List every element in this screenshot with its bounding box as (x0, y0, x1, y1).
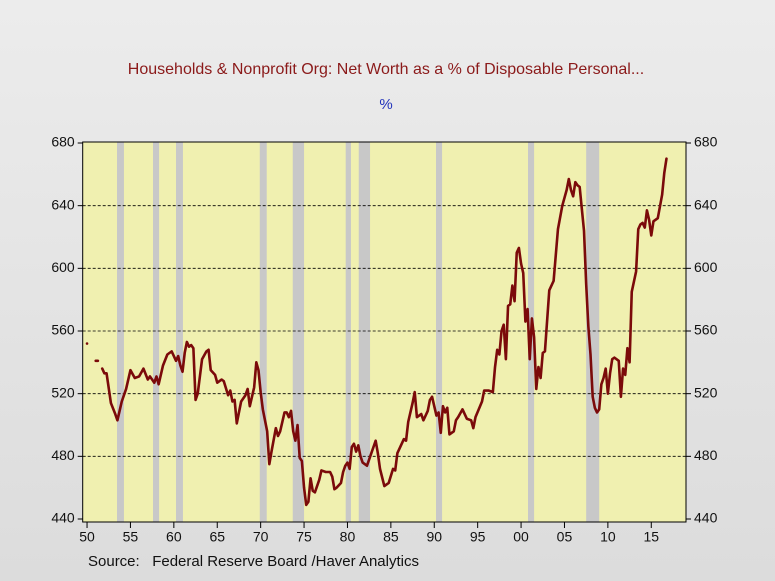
recession-band (116, 142, 124, 522)
y2-tick-label: 640 (694, 196, 718, 212)
x-tick-label: 65 (209, 529, 225, 545)
x-tick-label: 85 (383, 529, 399, 545)
y-tick-label: 640 (51, 196, 75, 212)
data-line (85, 157, 668, 507)
x-tick-label: 75 (296, 529, 312, 545)
x-tick-label: 80 (340, 529, 356, 545)
x-tick-label: 00 (513, 529, 529, 545)
y-tick-label: 600 (51, 259, 75, 275)
recession-band (292, 142, 305, 522)
recession-band (358, 142, 371, 522)
x-tick-label: 10 (600, 529, 616, 545)
recession-band (435, 142, 443, 522)
y2-tick-label: 560 (694, 322, 718, 338)
x-tick-label: 70 (253, 529, 269, 545)
y-tick-label: 440 (51, 510, 75, 526)
y2-tick-label: 480 (694, 447, 718, 463)
recession-band (259, 142, 267, 522)
chart-title: Households & Nonprofit Org: Net Worth as… (128, 61, 644, 78)
x-tick-label: 60 (166, 529, 182, 545)
chart-subtitle: % (379, 96, 392, 113)
y2-tick-label: 440 (694, 510, 718, 526)
y2-tick-label: 600 (694, 259, 718, 275)
recession-band (586, 142, 600, 522)
x-tick-label: 55 (123, 529, 139, 545)
x-tick-label: 05 (557, 529, 573, 545)
source-note: Source: Federal Reserve Board /Haver Ana… (88, 553, 419, 570)
y2-tick-label: 680 (694, 134, 718, 150)
x-tick-label: 95 (470, 529, 486, 545)
plot-frame (82, 141, 687, 523)
x-tick-label: 50 (79, 529, 95, 545)
y-tick-label: 520 (51, 384, 75, 400)
recession-band (176, 142, 183, 522)
x-tick-label: 90 (426, 529, 442, 545)
y-tick-label: 560 (51, 322, 75, 338)
recession-band (153, 142, 160, 522)
recession-band (345, 142, 351, 522)
y2-tick-label: 520 (694, 384, 718, 400)
y-tick-label: 680 (51, 134, 75, 150)
x-tick-label: 15 (643, 529, 659, 545)
y-tick-label: 480 (51, 447, 75, 463)
